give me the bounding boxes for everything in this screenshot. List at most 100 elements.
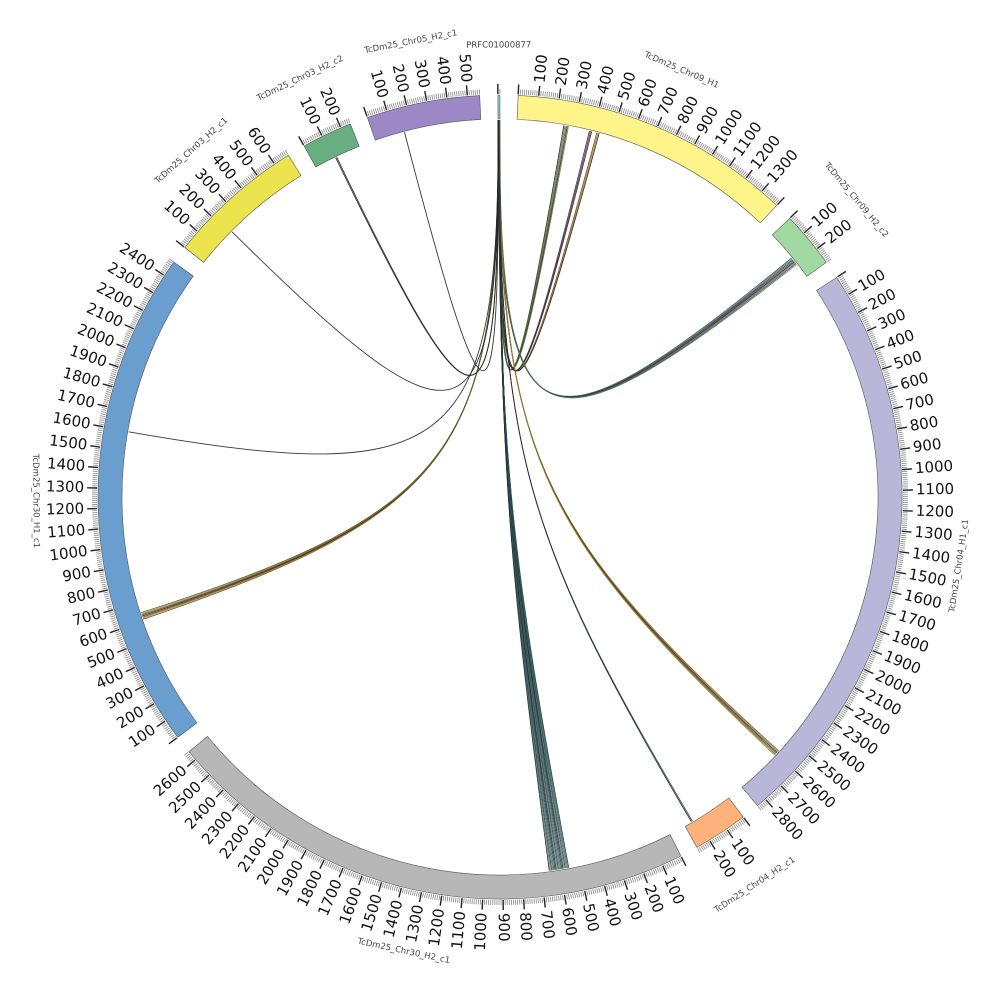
minor-tick [249,815,254,820]
minor-tick [860,676,866,680]
minor-tick [225,795,230,800]
minor-tick [382,105,386,111]
minor-tick [264,163,268,169]
minor-tick [365,877,369,883]
minor-tick [542,91,544,97]
major-tick [108,363,119,368]
minor-tick [406,99,409,105]
minor-tick [347,118,351,124]
major-tick [316,126,323,136]
minor-tick [674,129,678,134]
minor-tick [783,782,788,787]
minor-tick [802,227,807,232]
minor-tick [99,575,105,578]
minor-tick [891,399,897,402]
minor-tick [713,838,717,844]
minor-tick [332,124,336,130]
minor-tick [304,138,308,144]
minor-tick [570,95,573,101]
minor-tick [96,437,102,440]
minor-tick [334,123,338,129]
minor-tick [568,894,570,900]
minor-tick [842,282,848,286]
minor-tick [266,827,270,832]
major-tick [383,100,388,111]
minor-tick [123,652,129,655]
minor-tick [887,385,893,388]
tick-label: 200 [552,56,574,87]
minor-tick [94,538,100,541]
minor-tick [194,225,199,230]
minor-tick [576,96,579,102]
minor-tick [664,864,668,870]
minor-tick [449,91,452,98]
minor-tick [810,237,816,241]
minor-tick [697,141,702,147]
minor-tick [405,889,408,895]
minor-tick [151,284,157,288]
minor-tick [261,823,265,829]
minor-tick [290,842,294,848]
minor-tick [803,761,808,766]
minor-tick [894,579,900,582]
minor-tick [94,540,100,543]
minor-tick [668,126,672,132]
minor-tick [752,178,757,184]
tick-label: 1300 [46,477,85,496]
minor-tick [108,611,114,614]
minor-tick [900,543,906,545]
link-ribbon [404,120,499,372]
minor-tick [94,542,100,545]
major-tick [319,859,325,869]
minor-tick [189,232,194,237]
minor-tick [222,792,227,797]
minor-tick [734,165,738,170]
minor-tick [115,630,121,634]
tick-label: 1600 [51,408,92,432]
minor-tick [190,230,195,235]
minor-tick [872,341,878,345]
minor-tick [708,147,712,153]
minor-tick [103,401,109,403]
minor-tick [789,776,794,781]
minor-tick [807,756,812,761]
minor-tick [120,347,126,351]
minor-tick [146,698,152,702]
minor-tick [131,668,136,672]
minor-tick [711,839,715,845]
minor-tick [885,613,891,616]
minor-tick [279,153,283,158]
minor-tick [852,298,857,302]
minor-tick [395,886,398,892]
minor-tick [126,332,132,335]
minor-tick [825,734,830,738]
minor-tick [121,343,127,347]
minor-tick [806,758,811,763]
major-tick [439,895,443,906]
minor-tick [589,99,591,105]
minor-tick [707,841,712,847]
major-tick [604,885,608,897]
minor-tick [874,644,880,648]
minor-tick [892,403,898,406]
minor-tick [633,876,637,882]
minor-tick [114,363,120,366]
minor-tick [735,823,739,829]
minor-tick [411,98,413,104]
minor-tick [200,770,205,775]
minor-tick [201,218,206,223]
minor-tick [228,192,233,197]
major-tick [424,90,428,101]
major-tick [765,799,774,808]
links-layer [128,119,797,871]
minor-tick [317,131,321,137]
minor-tick [710,148,714,154]
minor-tick [897,561,903,564]
minor-tick [805,230,810,235]
minor-tick [616,106,620,112]
minor-tick [242,809,247,815]
minor-tick [372,109,376,115]
minor-tick [645,872,648,878]
minor-tick [233,802,238,807]
minor-tick [627,878,631,884]
